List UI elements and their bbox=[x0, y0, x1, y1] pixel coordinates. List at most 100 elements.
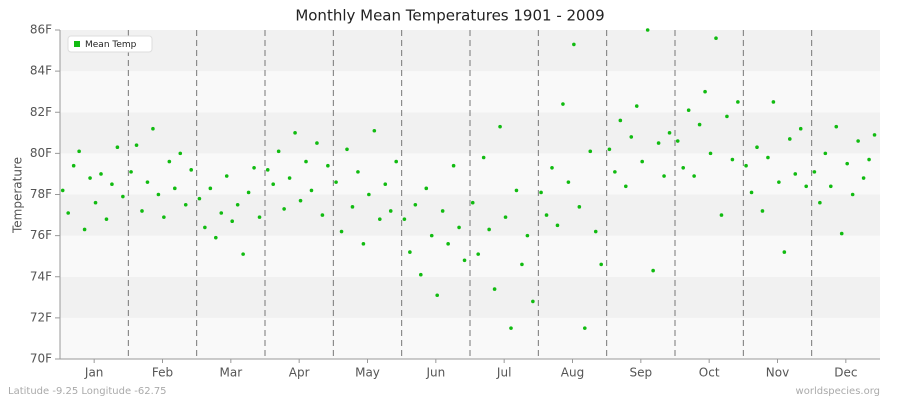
data-point bbox=[525, 233, 530, 238]
data-point bbox=[134, 143, 139, 147]
data-point bbox=[457, 225, 461, 230]
data-point bbox=[487, 227, 491, 232]
data-point bbox=[782, 250, 787, 254]
data-point bbox=[788, 137, 792, 141]
data-point bbox=[697, 122, 702, 127]
data-point bbox=[867, 157, 871, 162]
data-point bbox=[572, 42, 576, 47]
data-point bbox=[577, 205, 582, 209]
data-point bbox=[429, 233, 434, 238]
data-point bbox=[173, 186, 177, 191]
data-point bbox=[703, 89, 707, 94]
data-point bbox=[708, 151, 713, 156]
data-point bbox=[183, 202, 188, 207]
data-point bbox=[162, 215, 166, 219]
data-point bbox=[293, 131, 297, 135]
data-point bbox=[624, 184, 628, 189]
data-point bbox=[539, 190, 543, 195]
data-point bbox=[481, 155, 486, 160]
data-point bbox=[419, 272, 423, 277]
data-point bbox=[561, 102, 565, 106]
x-tick-label: Jan bbox=[84, 366, 104, 380]
data-point bbox=[651, 268, 655, 273]
data-point bbox=[656, 141, 661, 145]
data-point bbox=[755, 145, 759, 150]
data-point bbox=[104, 217, 109, 221]
data-point bbox=[872, 133, 877, 137]
data-point bbox=[583, 326, 587, 330]
data-point bbox=[725, 114, 729, 119]
x-tick-label: Jun bbox=[425, 366, 445, 380]
x-tick-label: Jul bbox=[496, 366, 511, 380]
y-tick-label: 82F bbox=[30, 105, 52, 119]
data-point bbox=[446, 242, 450, 246]
data-point bbox=[845, 161, 849, 166]
data-point bbox=[156, 192, 161, 197]
data-point bbox=[424, 186, 429, 191]
data-point bbox=[692, 174, 696, 178]
data-point bbox=[339, 229, 344, 234]
data-point bbox=[730, 157, 735, 162]
data-point bbox=[509, 326, 513, 330]
data-point bbox=[607, 147, 612, 152]
x-tick-label: Dec bbox=[834, 366, 857, 380]
data-point bbox=[470, 200, 475, 205]
data-point bbox=[531, 299, 535, 304]
data-point bbox=[503, 215, 508, 219]
data-point bbox=[145, 180, 150, 184]
y-tick-label: 80F bbox=[30, 146, 52, 160]
data-point bbox=[812, 170, 817, 174]
data-point bbox=[151, 126, 155, 131]
data-point bbox=[645, 28, 650, 32]
data-point bbox=[219, 211, 224, 215]
data-point bbox=[93, 200, 98, 205]
data-point bbox=[544, 213, 549, 217]
data-point bbox=[178, 151, 183, 156]
data-point bbox=[498, 124, 502, 129]
data-point bbox=[88, 176, 92, 180]
data-point bbox=[462, 258, 467, 263]
data-point bbox=[66, 211, 70, 215]
data-point bbox=[675, 139, 680, 143]
data-point bbox=[252, 165, 256, 170]
data-point bbox=[230, 219, 234, 224]
data-point bbox=[861, 176, 866, 180]
data-point bbox=[82, 227, 87, 232]
data-point bbox=[834, 124, 839, 129]
data-point bbox=[60, 188, 65, 193]
y-tick-label: 86F bbox=[30, 23, 52, 37]
data-point bbox=[593, 229, 598, 234]
data-point bbox=[110, 182, 114, 187]
y-tick-label: 74F bbox=[30, 269, 52, 283]
data-point bbox=[760, 209, 765, 213]
data-point bbox=[383, 182, 388, 187]
x-tick-label: Aug bbox=[561, 366, 584, 380]
data-point bbox=[271, 182, 276, 187]
data-point bbox=[246, 190, 251, 195]
data-point bbox=[744, 163, 748, 168]
data-point bbox=[315, 141, 319, 145]
data-point bbox=[566, 180, 571, 184]
data-point bbox=[714, 36, 718, 41]
data-point bbox=[681, 165, 685, 170]
y-axis-label: Temperature bbox=[11, 157, 25, 234]
data-point bbox=[350, 205, 355, 209]
data-point bbox=[71, 163, 76, 168]
data-point bbox=[793, 172, 798, 176]
data-point bbox=[804, 184, 808, 189]
data-point bbox=[276, 149, 281, 154]
data-point bbox=[686, 108, 691, 112]
data-point bbox=[326, 163, 330, 168]
data-point bbox=[640, 159, 644, 164]
data-point bbox=[440, 209, 445, 213]
footer-left: Latitude -9.25 Longitude -62.75 bbox=[8, 386, 167, 397]
data-point bbox=[599, 262, 603, 267]
data-point bbox=[629, 135, 634, 139]
data-point bbox=[451, 163, 456, 168]
x-tick-label: Feb bbox=[152, 366, 173, 380]
x-tick-label: Oct bbox=[699, 366, 720, 380]
data-point bbox=[823, 151, 828, 156]
data-point bbox=[719, 213, 724, 217]
data-point bbox=[320, 213, 325, 217]
data-point bbox=[77, 149, 81, 154]
